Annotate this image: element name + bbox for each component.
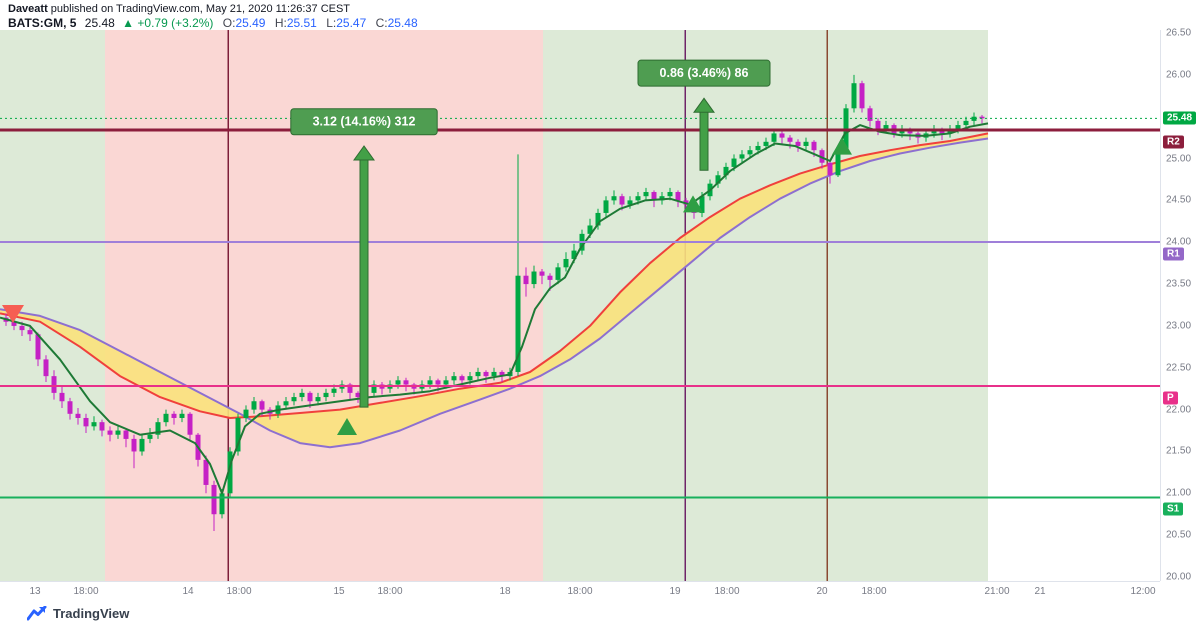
time-tick: 20 [816,586,828,597]
close-label: C: [375,16,388,30]
price-tick: 21.50 [1166,445,1192,457]
pivot-badge-r2: R2 [1163,135,1184,149]
gain-label-box [637,59,771,87]
symbol-info-line: BATS:GM, 5 25.48 ▲ +0.79 (+3.2%) O:25.49… [8,16,418,30]
buy-marker [337,417,357,435]
high-value: 25.51 [286,16,317,30]
sell-marker [2,305,24,323]
price-tick: 25.00 [1166,153,1192,165]
price-tick: 22.00 [1166,404,1192,416]
time-tick: 18:00 [714,586,740,597]
axis-corner [1160,581,1200,601]
pivot-lines [0,128,1160,499]
price-tick: 23.00 [1166,320,1192,332]
price-tick: 24.00 [1166,236,1192,248]
gain-label-text: 3.12 (14.16%) 312 [313,115,416,129]
gain-arrow-head [693,97,715,113]
time-tick: 21 [1034,586,1046,597]
time-tick: 21:00 [984,586,1010,597]
time-tick: 18:00 [226,586,252,597]
pivot-badge-p: P [1163,391,1178,405]
gain-label-box [290,108,438,136]
time-tick: 13 [29,586,41,597]
high-label: H: [274,16,287,30]
time-tick: 14 [182,586,194,597]
gain-arrow-shaft [699,110,709,171]
time-tick: 15 [333,586,345,597]
price-axis[interactable]: 26.5026.0025.5025.0024.5024.0023.5023.00… [1160,27,1200,583]
price-tick: 26.50 [1166,27,1192,39]
footer: TradingView [0,601,1200,625]
chart-header: Daveatt published on TradingView.com, Ma… [8,3,418,30]
gain-arrow-head [353,145,375,161]
time-tick: 18:00 [377,586,403,597]
price-chart[interactable]: 3.12 (14.16%) 312 0.86 (3.46%) 86 [0,30,1160,581]
time-tick: 19 [669,586,681,597]
low-value: 25.47 [336,16,367,30]
chart-area[interactable]: 3.12 (14.16%) 312 0.86 (3.46%) 86 [0,30,1160,581]
price-tick: 22.50 [1166,362,1192,374]
open-label: O: [222,16,236,30]
last-price: 25.48 [84,16,115,30]
time-axis[interactable]: 13 18:00 14 18:00 15 18:00 18 18:00 19 18:00 20 18:… [0,581,1160,601]
publish-line: Daveatt published on TradingView.com, Ma… [8,3,418,16]
publish-info: published on TradingView.com, May 21, 20… [47,3,351,15]
gain-label-text: 0.86 (3.46%) 86 [660,66,749,80]
price-tick: 21.00 [1166,487,1192,499]
candlestick-series [3,74,985,531]
gain-annotations: 3.12 (14.16%) 312 0.86 (3.46%) 86 [290,59,771,408]
price-tick: 23.50 [1166,278,1192,290]
current-price-badge: 25.48 [1163,111,1197,125]
pivot-badge-s1: S1 [1163,502,1184,516]
time-tick: 18:00 [567,586,593,597]
buy-marker [683,195,703,213]
price-tick: 26.00 [1166,69,1192,81]
tradingview-logo-icon[interactable] [27,605,47,621]
author-name: Daveatt [8,3,48,15]
time-tick: 18:00 [861,586,887,597]
time-tick: 18:00 [73,586,99,597]
price-tick: 24.50 [1166,194,1192,206]
brand-name[interactable]: TradingView [53,605,130,621]
open-value: 25.49 [235,16,266,30]
price-tick: 20.50 [1166,529,1192,541]
close-value: 25.48 [387,16,418,30]
price-tick: 20.00 [1166,571,1192,583]
trade-markers [2,137,852,435]
ma-band [0,133,988,448]
low-label: L: [326,16,337,30]
time-tick: 12:00 [1130,586,1156,597]
pivot-badge-r1: R1 [1163,247,1184,261]
symbol-title: BATS:GM, 5 [8,16,77,30]
ma-red-line [0,132,989,419]
price-change: ▲ +0.79 (+3.2%) [122,16,214,30]
buy-marker [832,137,852,155]
gain-arrow-shaft [359,158,369,408]
time-tick: 18 [499,586,511,597]
